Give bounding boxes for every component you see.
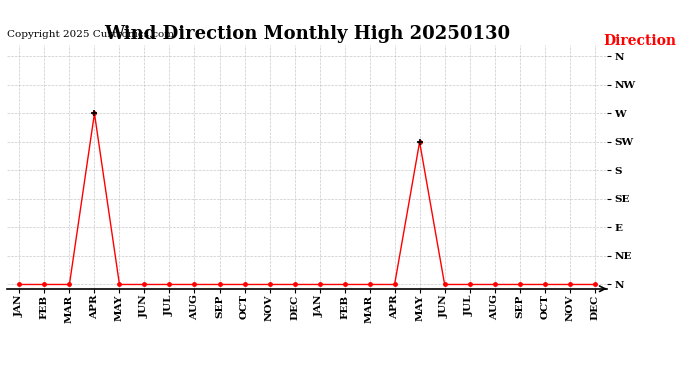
Title: Wind Direction Monthly High 20250130: Wind Direction Monthly High 20250130: [104, 26, 510, 44]
Text: Direction: Direction: [603, 34, 676, 48]
Text: Copyright 2025 Curtronics.com: Copyright 2025 Curtronics.com: [7, 30, 174, 39]
